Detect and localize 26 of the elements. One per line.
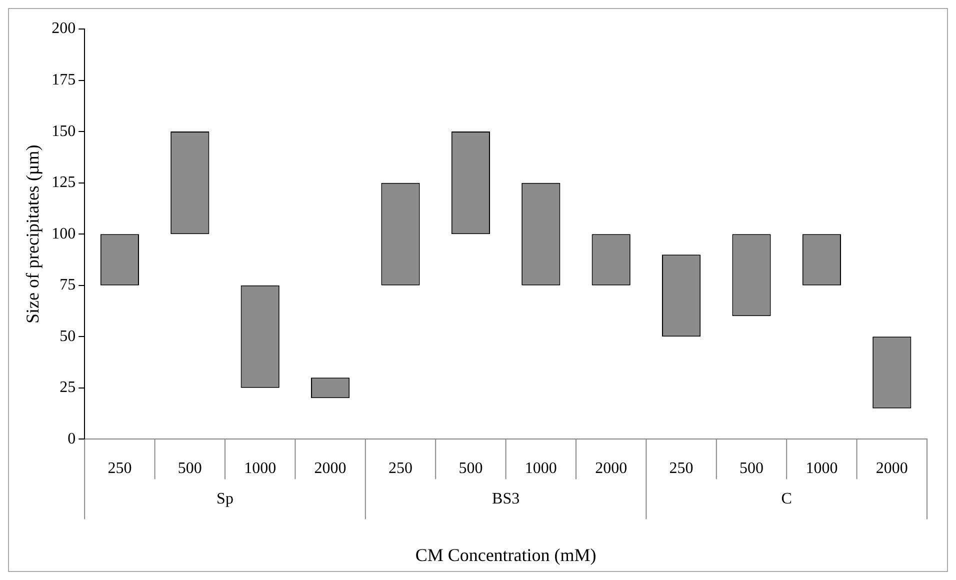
x-tick-label: 2000 bbox=[314, 460, 346, 478]
x-tick-label: 2000 bbox=[876, 460, 908, 478]
text: C bbox=[781, 490, 792, 508]
x-tick-label: 500 bbox=[740, 460, 764, 478]
y-tick-label: 100 bbox=[52, 225, 76, 242]
x-tick-label: 500 bbox=[178, 460, 202, 478]
y-tick-label: 125 bbox=[52, 174, 76, 192]
y-axis-title: Size of precipitates (µm) bbox=[22, 144, 43, 324]
y-tick-label: 150 bbox=[52, 122, 76, 140]
y-tick-label: 75 bbox=[60, 276, 76, 294]
y-tick-label: 25 bbox=[60, 379, 76, 396]
x-tick-label: 250 bbox=[388, 460, 412, 478]
x-tick-label: 1000 bbox=[524, 460, 557, 478]
y-tick-label: 50 bbox=[60, 328, 76, 345]
x-tick-label: 1000 bbox=[806, 460, 838, 478]
x-tick-label: 250 bbox=[669, 460, 694, 478]
y-tick-label: 200 bbox=[52, 20, 76, 38]
x-tick-label: 250 bbox=[108, 460, 132, 478]
x-axis-title: CM Concentration (mM) bbox=[415, 544, 596, 565]
x-tick-label: 1000 bbox=[244, 460, 276, 478]
x-tick-label: 2000 bbox=[595, 460, 628, 478]
x-tick-label: 500 bbox=[458, 460, 483, 478]
text: BS3 bbox=[492, 490, 520, 508]
y-tick-label: 0 bbox=[68, 430, 76, 448]
y-tick-label: 175 bbox=[52, 71, 76, 88]
text: Sp bbox=[216, 490, 234, 508]
